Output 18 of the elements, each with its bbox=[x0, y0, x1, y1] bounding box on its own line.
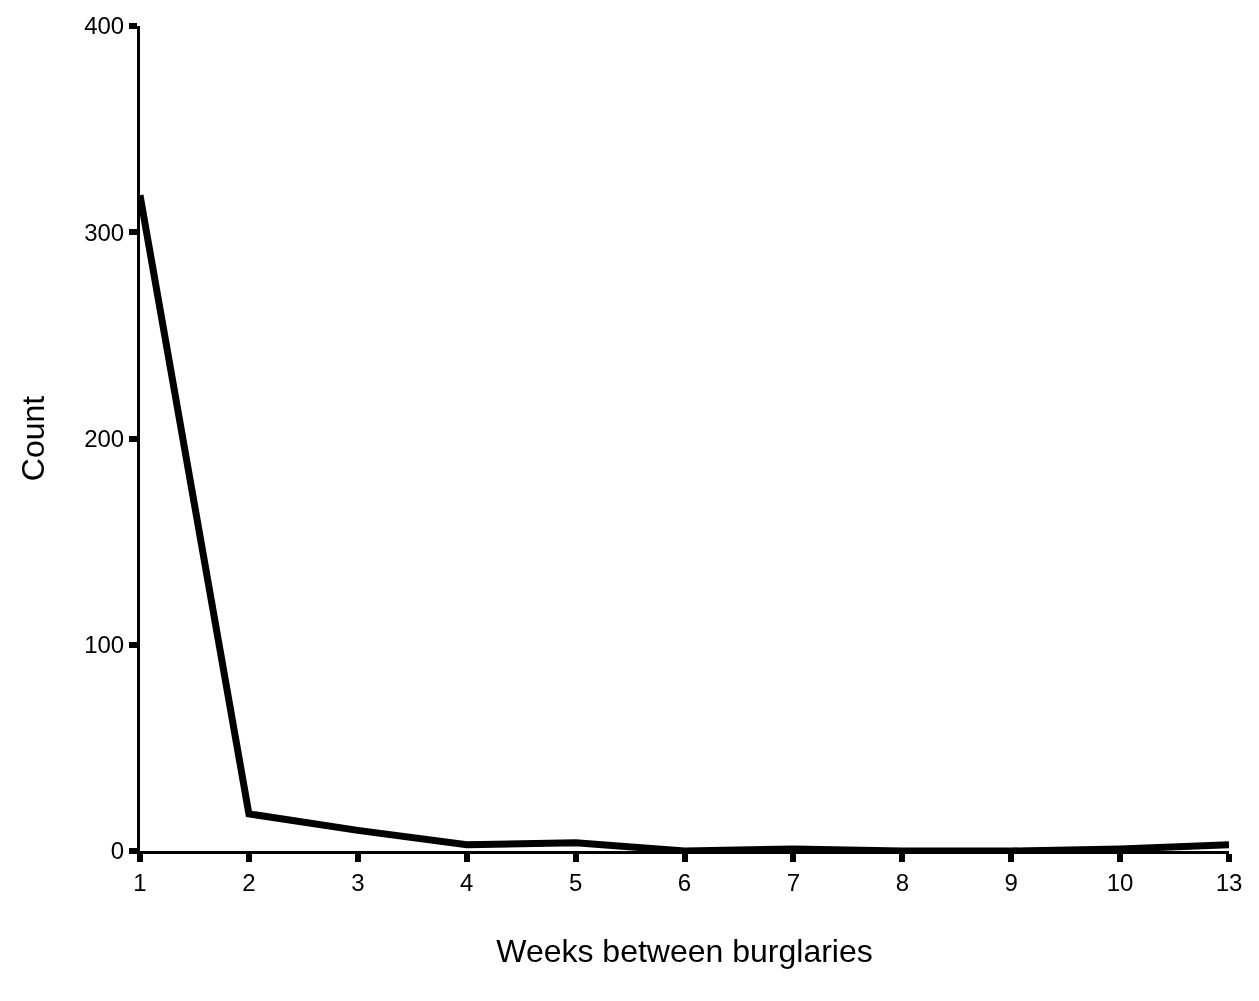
y-tick-label: 200 bbox=[84, 424, 125, 452]
x-tick-label: 3 bbox=[351, 868, 365, 896]
x-tick-label: 5 bbox=[568, 868, 583, 896]
y-tick-label: 300 bbox=[84, 218, 125, 246]
y-tick-label: 0 bbox=[110, 837, 125, 865]
x-tick-label: 6 bbox=[677, 868, 692, 896]
x-tick-label: 10 bbox=[1106, 868, 1134, 896]
x-tick-label: 9 bbox=[1004, 868, 1018, 896]
x-axis-title: Weeks between burglaries bbox=[496, 932, 873, 969]
y-tick-label: 100 bbox=[84, 631, 125, 659]
x-tick-label: 1 bbox=[133, 868, 147, 896]
x-tick-label: 7 bbox=[786, 868, 801, 896]
x-tick-label: 4 bbox=[460, 868, 474, 896]
x-tick-label: 2 bbox=[242, 868, 256, 896]
x-tick-label: 13 bbox=[1215, 868, 1243, 896]
x-tick-label: 8 bbox=[895, 868, 909, 896]
y-axis-title: Count bbox=[15, 395, 52, 482]
y-tick-label: 400 bbox=[84, 12, 125, 40]
